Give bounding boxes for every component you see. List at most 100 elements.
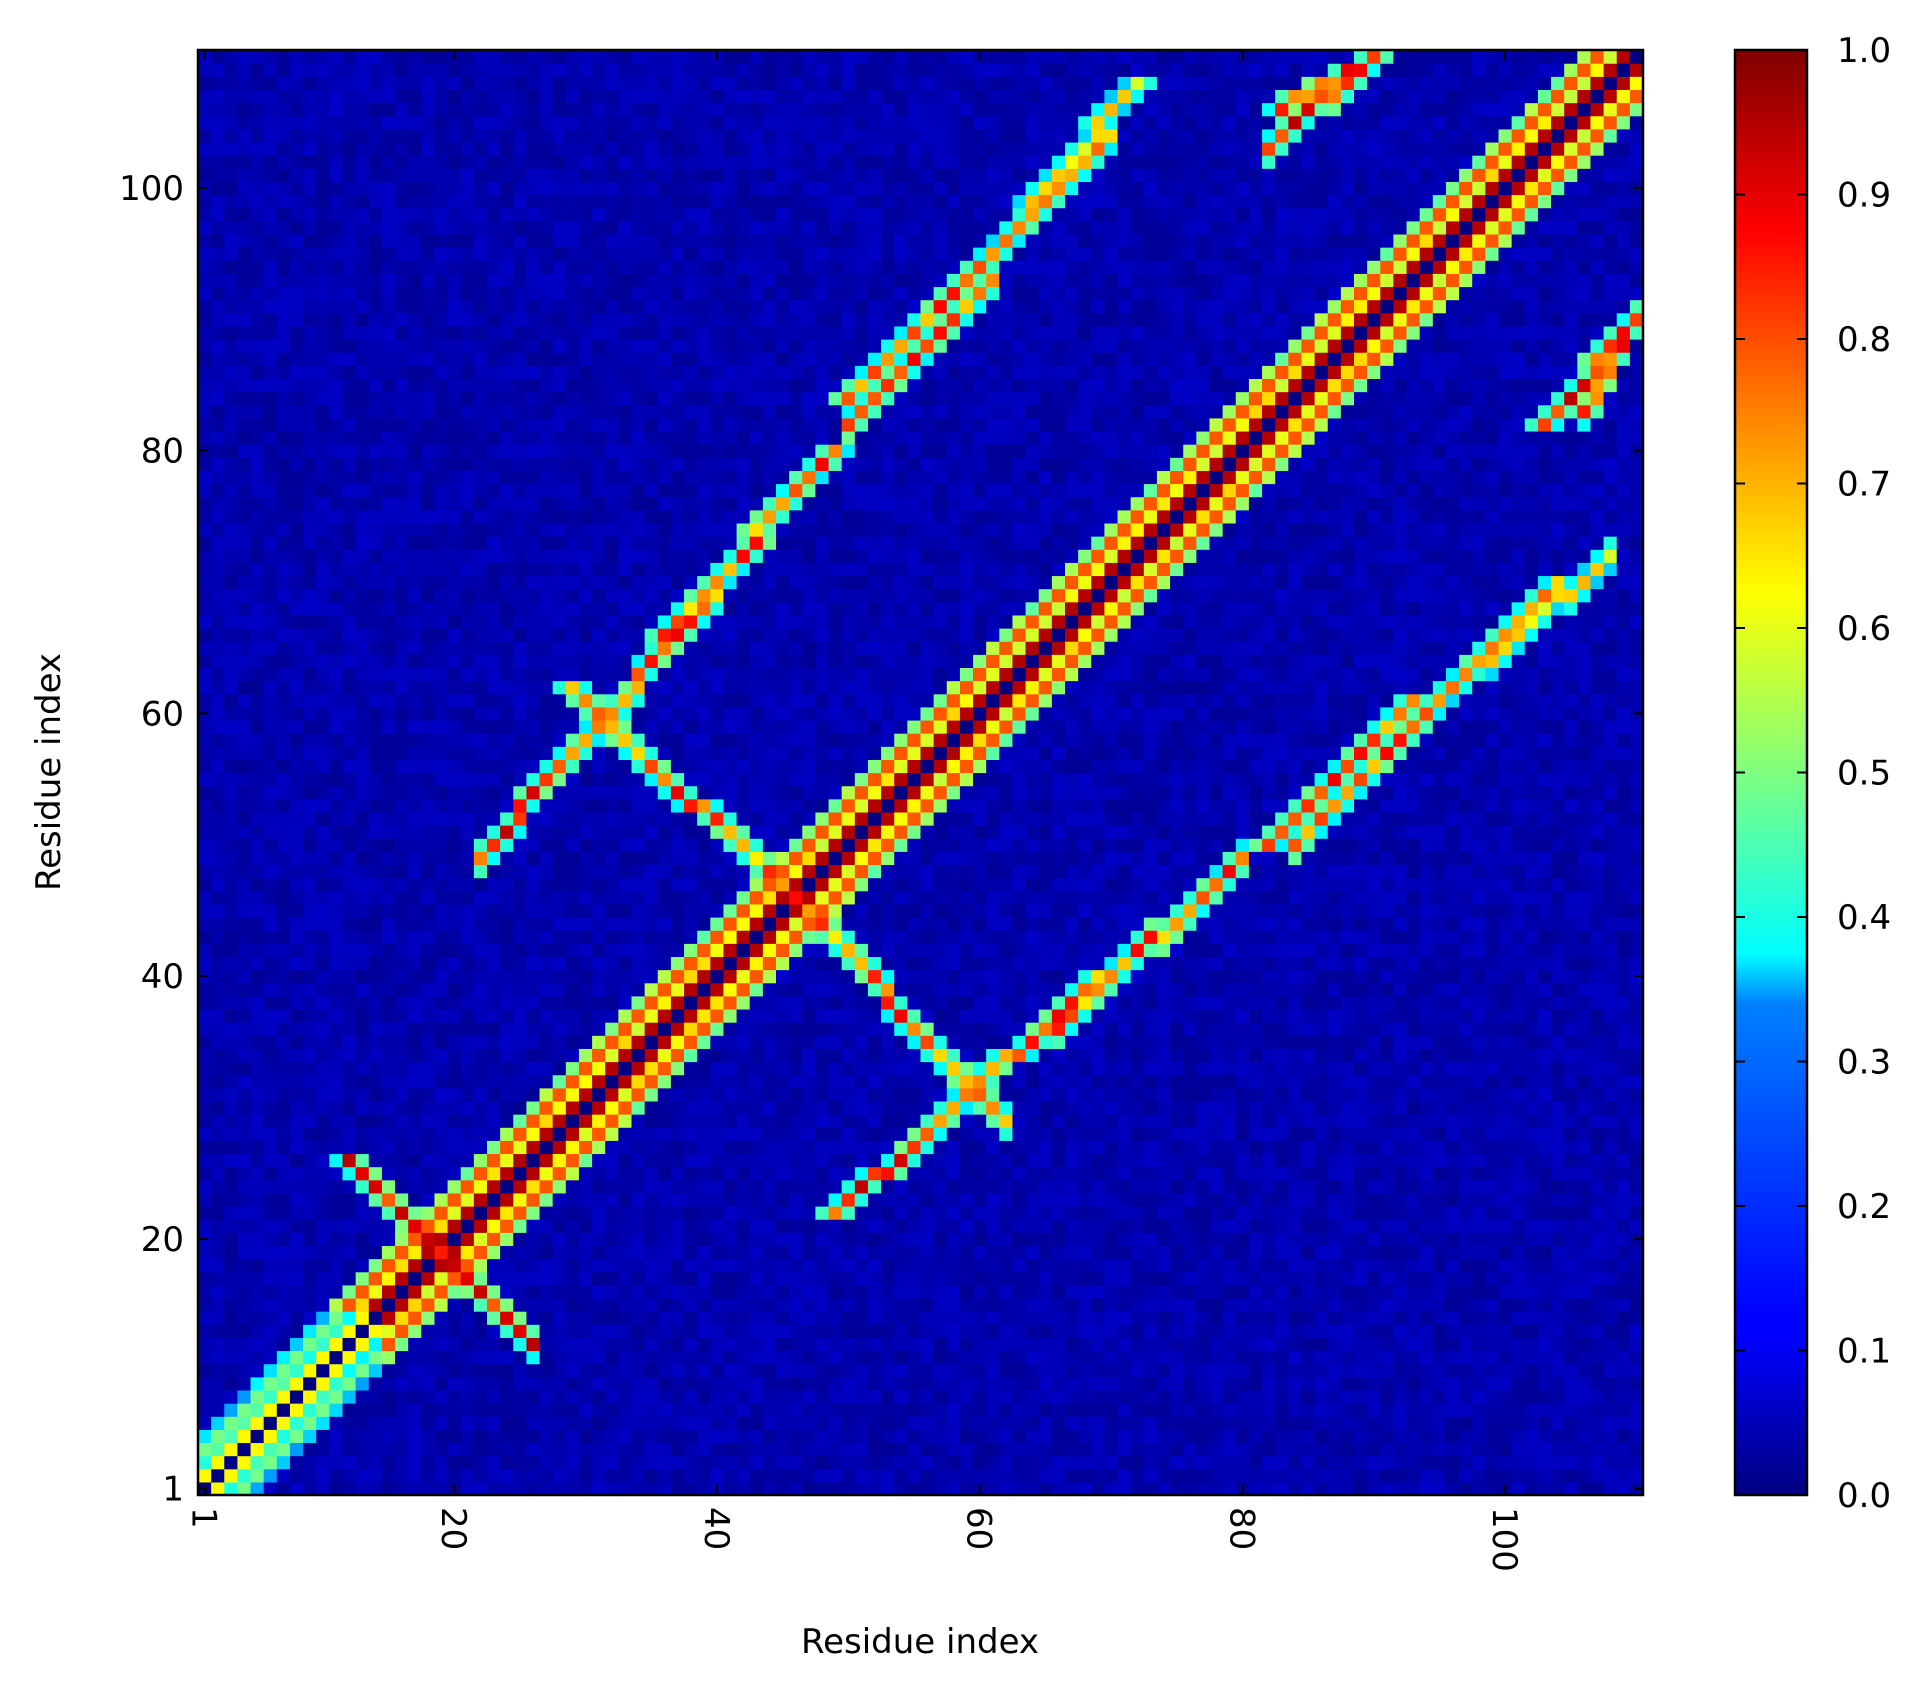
heatmap-cell <box>316 1337 330 1352</box>
heatmap-cell <box>237 903 252 918</box>
heatmap-cell <box>487 1087 501 1102</box>
heatmap-cell <box>342 1324 357 1338</box>
heatmap-cell <box>1354 917 1368 931</box>
heatmap-cell <box>644 995 659 1010</box>
heatmap-cell <box>723 1416 738 1430</box>
heatmap-cell <box>1275 1048 1289 1063</box>
heatmap-cell <box>552 1258 567 1273</box>
heatmap-cell <box>1183 1008 1197 1023</box>
heatmap-cell <box>670 1008 685 1023</box>
heatmap-cell <box>500 1258 514 1273</box>
heatmap-cell <box>1445 1403 1460 1417</box>
heatmap-cell <box>1445 1350 1460 1365</box>
heatmap-cell <box>368 1245 383 1260</box>
heatmap-cell <box>1432 1232 1447 1247</box>
heatmap-cell <box>749 1153 764 1168</box>
heatmap-cell <box>1248 1008 1263 1023</box>
heatmap-cell <box>815 1232 830 1247</box>
heatmap-cell <box>1209 1114 1224 1128</box>
heatmap-cell <box>211 1245 225 1260</box>
heatmap-cell <box>736 1442 751 1457</box>
heatmap-cell <box>618 1350 633 1365</box>
heatmap-cell <box>841 1245 856 1260</box>
heatmap-cell <box>631 1048 646 1063</box>
heatmap-cell <box>1078 982 1092 997</box>
heatmap-cell <box>1406 1403 1421 1417</box>
heatmap-cell <box>342 1219 357 1233</box>
heatmap-cell <box>421 1127 436 1141</box>
heatmap-cell <box>473 1311 488 1325</box>
heatmap-cell <box>1222 1192 1237 1207</box>
heatmap-cell <box>250 1245 265 1260</box>
heatmap-cell <box>434 956 449 971</box>
heatmap-cell <box>421 1258 436 1273</box>
heatmap-cell <box>789 1429 803 1444</box>
heatmap-cell <box>605 943 619 958</box>
heatmap-cell <box>1445 1166 1460 1181</box>
heatmap-cell <box>276 956 291 971</box>
heatmap-cell <box>605 969 619 984</box>
heatmap-cell <box>250 1455 265 1470</box>
heatmap-cell <box>355 1337 370 1352</box>
heatmap-cell <box>946 1192 961 1207</box>
heatmap-cell <box>736 1284 751 1299</box>
heatmap-cell <box>802 1429 817 1444</box>
heatmap-cell <box>211 1363 225 1378</box>
heatmap-cell <box>867 969 882 984</box>
heatmap-cell <box>1524 1153 1539 1168</box>
heatmap-cell <box>1393 1311 1408 1325</box>
heatmap-cell <box>1327 1114 1342 1128</box>
heatmap-cell <box>815 1468 830 1483</box>
heatmap-cell <box>1590 1206 1605 1220</box>
heatmap-cell <box>487 1376 501 1391</box>
heatmap-cell <box>841 1232 856 1247</box>
heatmap-cell <box>526 1442 541 1457</box>
heatmap-cell <box>1262 995 1276 1010</box>
heatmap-cell <box>473 1140 488 1155</box>
heatmap-cell <box>1472 1442 1486 1457</box>
heatmap-cell <box>1524 1048 1539 1063</box>
heatmap-cell <box>289 1166 304 1181</box>
heatmap-cell <box>539 1008 554 1023</box>
heatmap-cell <box>329 1061 344 1076</box>
heatmap-cell <box>815 890 830 905</box>
heatmap-cell <box>473 1100 488 1115</box>
heatmap-cell <box>342 903 357 918</box>
heatmap-cell <box>894 1429 908 1444</box>
heatmap-cell <box>1406 1468 1421 1483</box>
heatmap-cell <box>1432 930 1447 944</box>
heatmap-cell <box>1354 1455 1368 1470</box>
heatmap-cell <box>1275 1324 1289 1338</box>
heatmap-cell <box>592 1389 606 1404</box>
heatmap-cell <box>1537 917 1552 931</box>
heatmap-cell <box>1629 1455 1643 1470</box>
heatmap-cell <box>1222 1481 1237 1495</box>
heatmap-cell <box>1314 1376 1329 1391</box>
heatmap-cell <box>1301 1048 1316 1063</box>
heatmap-cell <box>1577 1481 1592 1495</box>
heatmap-cell <box>408 1114 422 1128</box>
heatmap-cell <box>762 982 777 997</box>
heatmap-cell <box>460 1087 475 1102</box>
heatmap-cell <box>631 1087 646 1102</box>
heatmap-cell <box>999 1258 1014 1273</box>
heatmap-cell <box>973 982 987 997</box>
heatmap-cell <box>657 1232 672 1247</box>
heatmap-cell <box>1340 1481 1355 1495</box>
heatmap-cell <box>1340 1166 1355 1181</box>
heatmap-cell <box>762 1416 777 1430</box>
heatmap-cell <box>1183 1271 1197 1286</box>
heatmap-cell <box>1038 1219 1053 1233</box>
heatmap-cell <box>1380 917 1395 931</box>
heatmap-cell <box>1551 1179 1565 1194</box>
heatmap-cell <box>1367 1140 1381 1155</box>
heatmap-cell <box>1419 1232 1434 1247</box>
heatmap-cell <box>933 1074 948 1089</box>
heatmap-cell <box>1314 917 1329 931</box>
heatmap-cell <box>1472 943 1486 958</box>
heatmap-cell <box>749 1140 764 1155</box>
heatmap-cell <box>250 1271 265 1286</box>
heatmap-cell <box>289 982 304 997</box>
heatmap-cell <box>710 917 725 931</box>
heatmap-cell <box>500 890 514 905</box>
